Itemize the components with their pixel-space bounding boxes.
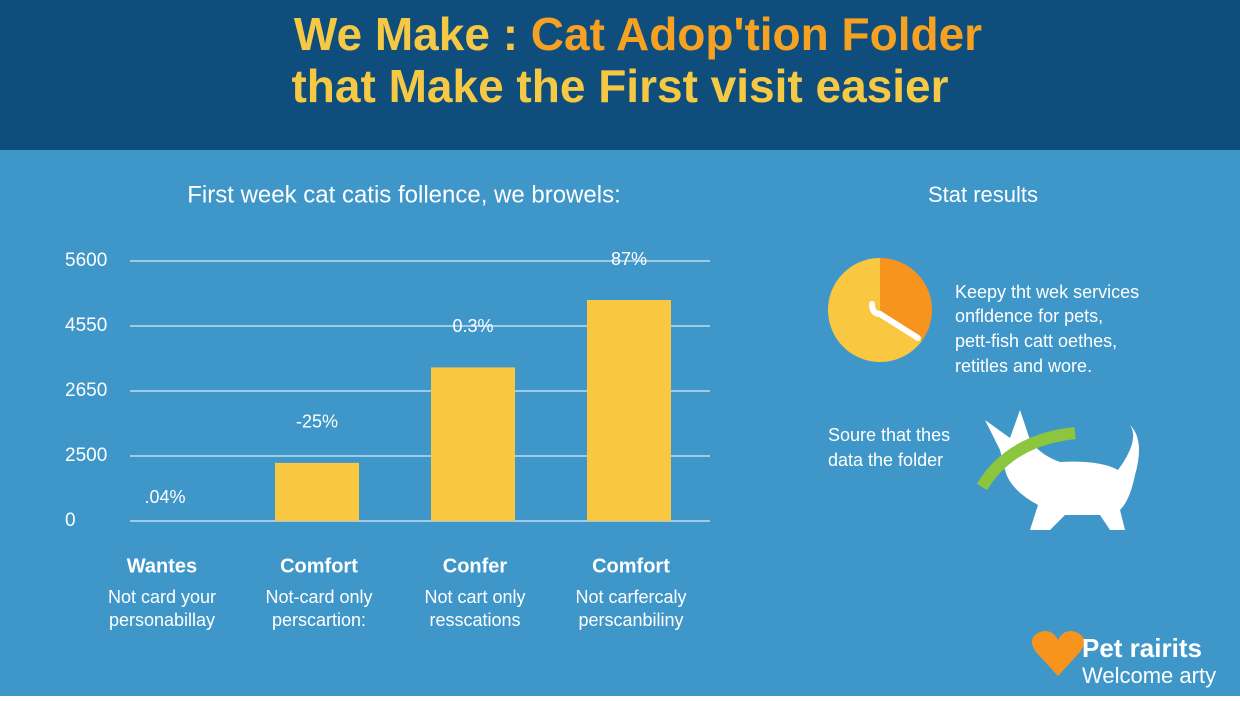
side-line: onfldence for pets, (955, 306, 1103, 326)
category-note: perscanbiliny (578, 610, 683, 630)
category-note: personabillay (109, 610, 215, 630)
category-note: Not-card only (265, 587, 372, 607)
title-part: We Make : (294, 8, 531, 60)
x-tick-label: Confer (443, 555, 508, 577)
chart-title: First week cat catis follence, we browel… (187, 181, 621, 208)
x-tick-label: Wantes (127, 555, 197, 577)
category-note: Not cart only (424, 587, 525, 607)
y-tick-label: 2500 (65, 445, 107, 466)
category-note: Not card your (108, 587, 216, 607)
logo-heart (1031, 631, 1085, 676)
bar (587, 300, 671, 521)
category-note: Not carfercaly (575, 587, 686, 607)
bar-annotation: 87% (611, 249, 647, 269)
pie-title: Stat results (928, 182, 1038, 207)
bar-annotation: .04% (144, 487, 185, 507)
y-tick-label: 0 (65, 510, 76, 531)
side-line: Keepy tht wek services (955, 282, 1139, 302)
y-tick-label: 5600 (65, 250, 107, 271)
bar (275, 462, 359, 521)
category-note: resscations (429, 610, 520, 630)
side-text: Keepy tht wek services onfldence for pet… (828, 282, 1139, 470)
source-line: data the folder (828, 450, 943, 470)
logo: Pet rairits Welcome arty (1031, 631, 1216, 688)
pie-slice (880, 258, 933, 341)
title-line2: that Make the First visit easier (291, 60, 948, 112)
category-note: perscartion: (272, 610, 366, 630)
y-tick-label: 4550 (65, 315, 107, 336)
header-band (0, 0, 1240, 150)
logo-name: Pet rairits (1082, 633, 1202, 663)
side-line: retitles and wore. (955, 356, 1092, 376)
cat-shape (985, 410, 1139, 530)
bar-annotation: 0.3% (452, 316, 493, 336)
side-line: pett-fish catt oethes, (955, 331, 1117, 351)
pie-hand (869, 301, 921, 341)
title-part: Cat Adop'tion Folder (531, 8, 982, 60)
x-tick-label: Comfort (592, 555, 670, 577)
bar (431, 367, 515, 521)
x-tick-label: Comfort (280, 555, 358, 577)
logo-tagline: Welcome arty (1082, 663, 1216, 688)
y-tick-label: 2650 (65, 380, 107, 401)
cat-icon (976, 410, 1139, 530)
title-line1: We Make : Cat Adop'tion Folder (294, 8, 982, 60)
green-arc (976, 427, 1076, 491)
bar-annotation: -25% (296, 412, 338, 432)
source-line: Soure that thes (828, 425, 950, 445)
